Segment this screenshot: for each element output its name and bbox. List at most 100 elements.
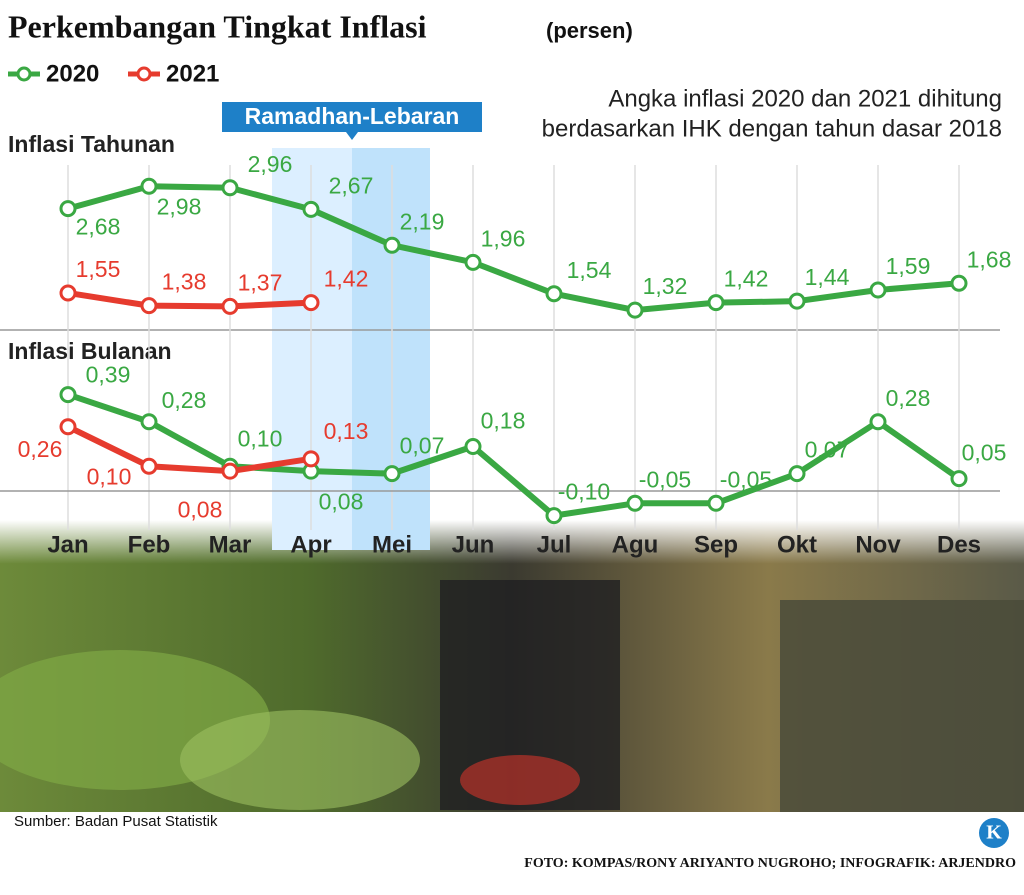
data-point: [59, 386, 77, 404]
data-point: [950, 470, 968, 488]
data-label: -0,05: [720, 466, 772, 492]
data-label: 1,42: [324, 266, 369, 292]
event-band: [352, 148, 430, 550]
note: berdasarkan IHK dengan tahun dasar 2018: [542, 115, 1002, 142]
data-point: [140, 413, 158, 431]
credit: FOTO: KOMPAS/RONY ARIYANTO NUGROHO; INFO…: [524, 856, 1016, 871]
series-line: [66, 424, 312, 475]
data-point: [869, 413, 887, 431]
x-tick-label: Jul: [537, 531, 572, 558]
data-point: [302, 294, 320, 312]
data-label: 1,59: [886, 253, 931, 279]
data-label: 0,05: [962, 440, 1007, 466]
data-point: [788, 465, 806, 483]
data-point: [950, 274, 968, 292]
x-tick-label: Mar: [209, 531, 252, 558]
data-label: 0,28: [162, 387, 207, 413]
data-label: 1,54: [567, 257, 612, 283]
note: Angka inflasi 2020 dan 2021 dihitung: [608, 85, 1002, 112]
data-label: 1,68: [967, 246, 1012, 272]
title: Perkembangan Tingkat Inflasi: [8, 8, 427, 44]
x-tick-label: Nov: [855, 531, 901, 558]
source: Sumber: Badan Pusat Statistik: [14, 813, 218, 830]
data-point: [383, 465, 401, 483]
data-point: [221, 462, 239, 480]
data-label: 0,08: [178, 496, 223, 522]
data-label: 2,98: [157, 193, 202, 219]
data-label: 0,39: [86, 362, 131, 388]
x-tick-label: Des: [937, 531, 981, 558]
data-label: 0,28: [886, 385, 931, 411]
data-point: [140, 177, 158, 195]
data-label: 0,13: [324, 418, 369, 444]
event-label-box: [222, 102, 482, 132]
x-tick-label: Mei: [372, 531, 412, 558]
data-point: [707, 494, 725, 512]
series-line: [67, 289, 312, 310]
x-tick-label: Apr: [290, 531, 331, 558]
legend-swatch: [16, 66, 32, 82]
x-tick-label: Jun: [452, 531, 495, 558]
data-point: [302, 450, 320, 468]
data-label: 2,19: [400, 208, 445, 234]
data-point: [464, 253, 482, 271]
series-line: [67, 183, 960, 314]
x-tick-label: Jan: [47, 531, 88, 558]
data-point: [788, 292, 806, 310]
data-label: 2,67: [329, 172, 374, 198]
data-point: [221, 179, 239, 197]
series-line: [67, 391, 961, 519]
data-label: 1,37: [238, 269, 283, 295]
legend-label: 2020: [46, 60, 99, 87]
event-pointer: [346, 132, 358, 140]
data-label: 1,44: [805, 264, 850, 290]
legend-label: 2021: [166, 60, 219, 87]
data-point: [59, 418, 77, 436]
data-label: 2,96: [248, 151, 293, 177]
legend-swatch: [136, 66, 152, 82]
data-label: 0,08: [319, 488, 364, 514]
x-tick-label: Sep: [694, 531, 738, 558]
data-point: [302, 200, 320, 218]
data-point: [59, 200, 77, 218]
logo-text: K: [986, 822, 1002, 844]
data-point: [545, 507, 563, 525]
subtitle: (persen): [546, 18, 633, 43]
x-tick-label: Okt: [777, 531, 817, 558]
photo: [0, 520, 1024, 812]
data-point: [383, 236, 401, 254]
data-label: 1,55: [76, 256, 121, 282]
logo: [979, 818, 1009, 848]
data-label: -0,10: [558, 479, 610, 505]
data-label: 1,32: [643, 273, 688, 299]
panel-title: Inflasi Tahunan: [8, 131, 175, 157]
data-label: 0,07: [400, 433, 445, 459]
x-tick-label: Feb: [128, 531, 171, 558]
x-tick-label: Agu: [612, 531, 659, 558]
data-label: -0,05: [639, 466, 691, 492]
data-label: 0,26: [18, 436, 63, 462]
data-label: 1,96: [481, 225, 526, 251]
data-point: [59, 284, 77, 302]
data-label: 0,18: [481, 408, 526, 434]
panel-title: Inflasi Bulanan: [8, 338, 172, 364]
data-label: 1,42: [724, 266, 769, 292]
data-point: [140, 297, 158, 315]
data-point: [626, 301, 644, 319]
data-point: [464, 437, 482, 455]
legend: 2020 2021: [8, 60, 219, 87]
data-point: [545, 285, 563, 303]
data-point: [140, 457, 158, 475]
data-label: 0,07: [805, 437, 850, 463]
data-label: 1,38: [162, 269, 207, 295]
data-label: 0,10: [238, 425, 283, 451]
data-point: [869, 281, 887, 299]
data-label: 0,10: [87, 463, 132, 489]
data-point: [626, 494, 644, 512]
data-point: [707, 294, 725, 312]
event-label: Ramadhan-Lebaran: [245, 103, 460, 129]
data-point: [221, 297, 239, 315]
data-label: 2,68: [76, 214, 121, 240]
